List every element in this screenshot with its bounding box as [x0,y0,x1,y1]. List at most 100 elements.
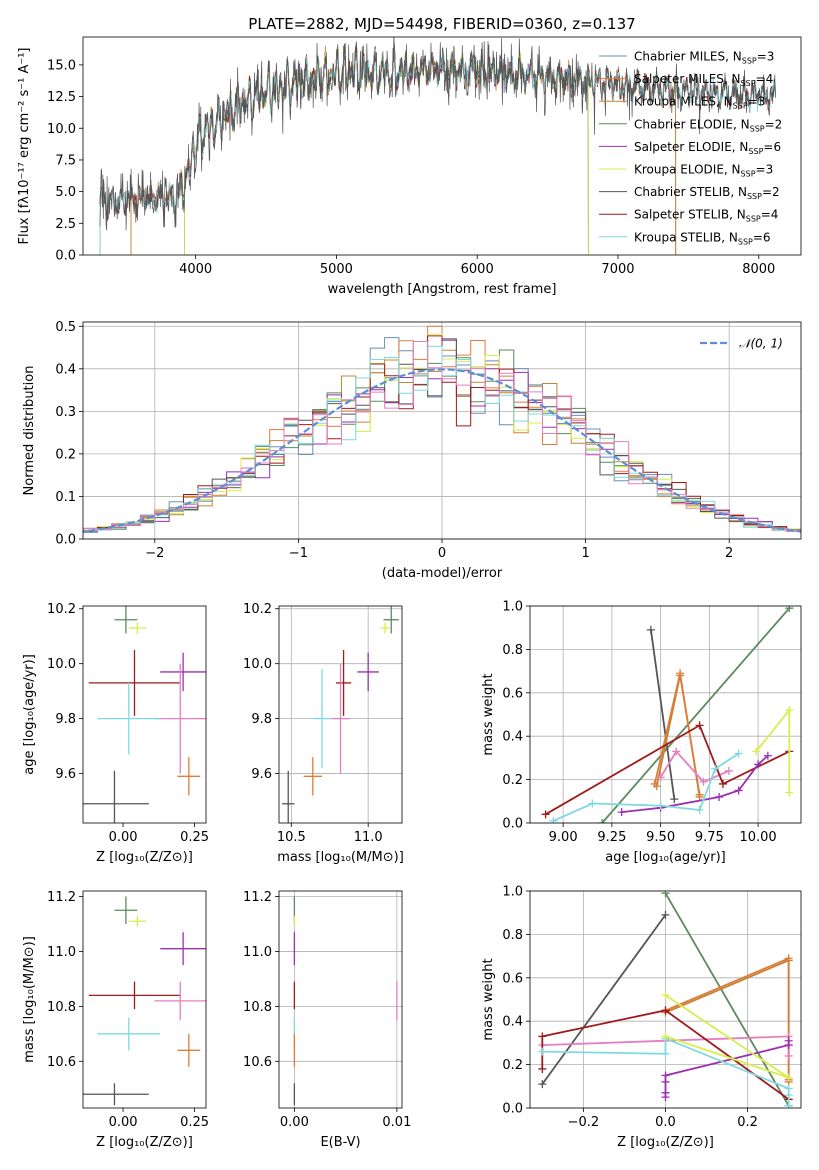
y-tick-label: 0.2 [55,447,76,462]
x-axis-label: wavelength [Angstrom, rest frame] [328,282,557,297]
plot-area-spectrum [99,37,777,255]
axes-weight_vs_Z: −0.2 0.0 0.2 0.0 0.2 0.4 0.6 0.8 1.0 Z [log₁₀(Z/Z… [481,885,802,1150]
weight-marker [661,1088,670,1097]
axes-frame [82,890,207,1109]
errorbar-point [97,1017,161,1051]
y-tick-label: 11.0 [47,945,76,960]
plot-area-weight_vs_age [541,606,794,823]
y-axis-label: Normed distribution [22,366,37,496]
legend-text: Salpeter MILES, N [634,72,741,86]
plot-area-mass_vs_ebv [293,896,398,1106]
errorbar-point [97,682,161,755]
legend-count: =4 [761,208,779,222]
y-tick-label: 0.0 [502,1102,523,1117]
legend-text: Chabrier ELODIE, N [634,117,750,131]
x-tick-label: 9.25 [597,830,626,845]
legend-count: =6 [763,140,781,154]
weight-marker [784,954,793,963]
errorbar-point [357,652,379,692]
axes-frame [529,890,802,1109]
x-tick-label: 1 [581,546,589,561]
histogram-step [83,341,801,533]
weight-marker [598,819,607,823]
y-tick-label: 0.2 [502,773,523,788]
x-tick-label: 5000 [320,262,353,277]
weight-line [601,607,790,823]
axes-residuals: −2 −1 0 1 2 0.0 0.1 0.2 0.3 0.4 0.5 (data-model)/er… [22,320,802,581]
weight-marker [661,891,670,898]
y-tick-label: 9.6 [55,767,76,782]
x-tick-label: 9.00 [549,830,578,845]
weight-marker [752,747,761,756]
y-axis-label: age [log₁₀(age/yr)] [22,654,37,775]
weight-line [665,959,790,1080]
weight-marker [699,777,708,786]
errorbar-point [128,622,146,634]
weight-marker [754,760,763,769]
x-tick-label: 0.00 [109,830,138,845]
legend-text: Salpeter ELODIE, N [634,140,748,154]
legend-text: Salpeter STELIB, N [634,208,746,222]
weight-line [541,914,667,1085]
weight-line [553,752,740,822]
weight-marker [661,1006,670,1015]
weight-marker [661,1032,670,1041]
weight-marker [695,792,704,801]
x-tick-label: 11.0 [354,830,383,845]
errorbar-point [312,669,332,769]
legend-count: =6 [753,230,771,244]
spectrum-data-line [99,37,777,231]
errorbar-point [83,1083,149,1106]
legend-entry: Chabrier ELODIE, NSSP=2 [634,117,782,133]
y-tick-label: 10.2 [243,602,272,617]
y-tick-label: 10.6 [243,1055,272,1070]
plot-area-age_vs_mass [282,606,399,823]
weight-marker [538,1080,547,1089]
axes-mass_vs_Z: 0.00 0.25 10.6 10.8 11.0 11.2 Z [log₁₀(Z/Z⊙)] m… [22,890,209,1150]
legend-entry: Salpeter STELIB, NSSP=4 [634,208,778,224]
y-tick-label: 0.0 [55,249,76,264]
x-axis-label: E(B-V) [320,1135,360,1150]
errorbar-point [114,606,138,634]
x-tick-label: 0.01 [382,1115,411,1130]
legend-subscript: SSP [741,79,756,88]
weight-marker [661,991,670,1000]
weight-line [664,1040,790,1098]
weight-marker [719,779,728,788]
axes-frame [529,605,802,824]
weight-marker [650,779,659,788]
errorbar-point [383,606,399,634]
y-tick-label: 2.5 [55,217,76,232]
legend-subscript: SSP [750,124,765,133]
legend-text: Kroupa MILES, N [634,95,733,109]
y-axis-label: Flux [fλ10⁻¹⁷ erg cm⁻² s⁻¹ A⁻¹] [17,48,32,245]
y-tick-label: 0.6 [502,686,523,701]
legend-text: Kroupa ELODIE, N [634,163,741,177]
errorbar-point [154,663,206,774]
weight-marker [711,764,720,773]
y-tick-label: 5.0 [55,185,76,200]
x-tick-label: 7000 [601,262,634,277]
x-tick-label: 0.00 [109,1115,138,1130]
x-tick-label: 9.50 [646,830,675,845]
weight-marker [656,773,665,782]
x-tick-label: 0.25 [180,1115,209,1130]
y-tick-label: 12.5 [47,90,76,105]
x-axis-label: Z [log₁₀(Z/Z⊙)] [96,850,193,865]
axes-age_vs_mass: 10.5 11.0 9.6 9.8 10.0 10.2 mass [log₁₀(M/M⊙)] [243,602,404,865]
y-tick-label: 9.8 [55,712,76,727]
y-tick-label: 0.3 [55,405,76,420]
weight-marker [661,1049,670,1058]
legend-text: Chabrier STELIB, N [634,185,747,199]
x-tick-label: 0.0 [655,1115,676,1130]
weight-marker [734,786,743,795]
errorbar-point [331,663,350,774]
legend-count: =3 [756,163,774,177]
plot-area-weight_vs_Z [538,891,793,1108]
weight-marker [763,751,772,760]
legend-subscript: SSP [738,237,753,246]
x-tick-label: −0.2 [568,1115,600,1130]
legend-text: Chabrier MILES, N [634,50,742,64]
x-tick-label: 10.00 [739,830,776,845]
axes-spectrum: 4000 5000 6000 7000 8000 0.0 2.5 5.0 7.5 10.0 12.5… [17,15,802,297]
